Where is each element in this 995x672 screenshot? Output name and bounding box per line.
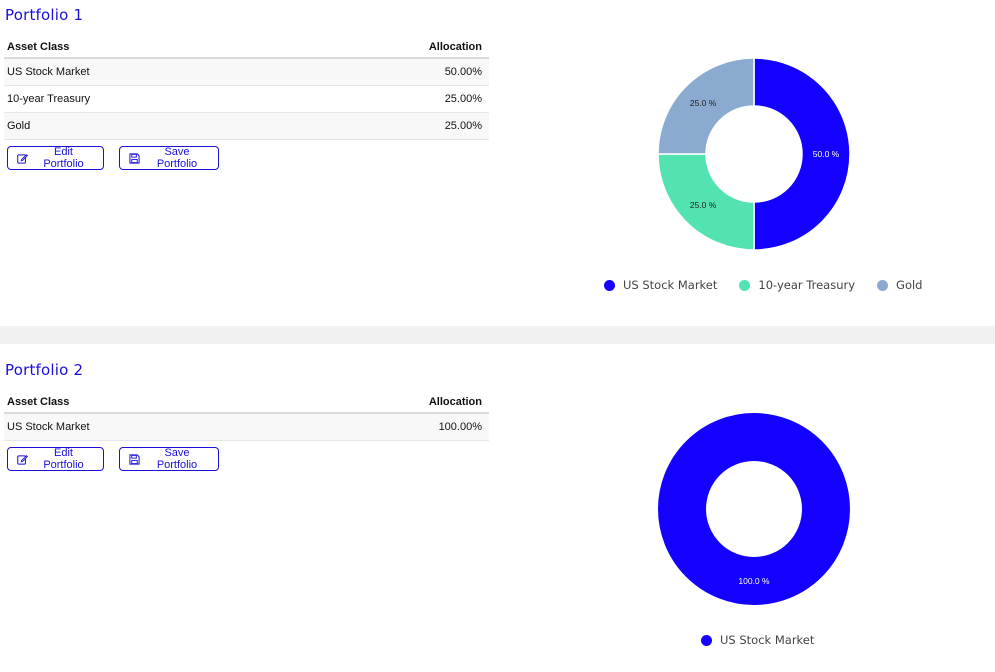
chart-legend: US Stock Market (701, 633, 814, 647)
asset-cell: US Stock Market (4, 413, 288, 441)
table-row: US Stock Market 50.00% (4, 58, 489, 86)
save-portfolio-button[interactable]: Save Portfolio (119, 146, 219, 170)
portfolio-title: Portfolio 1 (5, 6, 84, 24)
slice-us-stock-market[interactable] (658, 413, 850, 605)
portfolio-1-donut-chart: 50.0 % 25.0 % 25.0 % (658, 58, 850, 250)
save-icon (129, 152, 140, 164)
data-label-us-stock-market: 50.0 % (813, 149, 840, 159)
slice-10-year-treasury[interactable] (658, 153, 755, 250)
table-row: US Stock Market 100.00% (4, 413, 489, 441)
portfolio-1-card: Portfolio 1 Asset Class Allocation US St… (0, 0, 995, 326)
table-header-row: Asset Class Allocation (4, 36, 489, 59)
allocation-cell: 50.00% (287, 58, 489, 86)
legend-item-us-stock-market[interactable]: US Stock Market (604, 278, 717, 292)
allocation-table: Asset Class Allocation US Stock Market 5… (4, 36, 489, 140)
portfolio-title: Portfolio 2 (5, 361, 84, 379)
data-label-10-year-treasury: 25.0 % (690, 200, 717, 210)
save-portfolio-label: Save Portfolio (156, 146, 198, 170)
data-label-gold: 25.0 % (690, 98, 717, 108)
data-label-us-stock-market: 100.0 % (738, 576, 770, 586)
column-header-allocation: Allocation (287, 391, 489, 414)
portfolio-2-card: Portfolio 2 Asset Class Allocation US St… (0, 344, 995, 672)
column-header-asset-class: Asset Class (4, 391, 288, 414)
edit-portfolio-button[interactable]: Edit Portfolio (7, 447, 104, 471)
legend-label: US Stock Market (623, 278, 718, 292)
save-portfolio-label: Save Portfolio (156, 447, 198, 471)
allocation-cell: 25.00% (287, 112, 489, 140)
legend-item-us-stock-market[interactable]: US Stock Market (701, 633, 814, 647)
asset-cell: 10-year Treasury (4, 85, 288, 113)
allocation-cell: 100.00% (287, 413, 489, 441)
legend-item-gold[interactable]: Gold (877, 278, 922, 292)
edit-portfolio-label: Edit Portfolio (43, 146, 84, 170)
edit-icon (17, 153, 28, 164)
column-header-allocation: Allocation (287, 36, 489, 59)
save-portfolio-button[interactable]: Save Portfolio (119, 447, 219, 471)
allocation-table: Asset Class Allocation US Stock Market 1… (4, 391, 489, 441)
table-row: Gold 25.00% (4, 112, 489, 140)
legend-label: US Stock Market (720, 633, 815, 647)
legend-marker (739, 279, 751, 291)
legend-marker (701, 634, 712, 646)
edit-icon (17, 454, 28, 465)
slice-us-stock-market[interactable] (753, 58, 850, 250)
edit-portfolio-button[interactable]: Edit Portfolio (7, 146, 104, 170)
legend-marker (604, 279, 615, 291)
edit-portfolio-label: Edit Portfolio (43, 447, 84, 471)
table-row: 10-year Treasury 25.00% (4, 85, 489, 113)
portfolio-2-donut-chart: 100.0 % (658, 413, 850, 605)
asset-cell: US Stock Market (4, 58, 288, 86)
legend-marker (877, 279, 889, 291)
legend-label: Gold (896, 278, 923, 292)
asset-cell: Gold (4, 112, 288, 140)
table-header-row: Asset Class Allocation (4, 391, 489, 414)
save-icon (129, 453, 140, 465)
legend-item-10-year-treasury[interactable]: 10-year Treasury (739, 278, 855, 292)
column-header-asset-class: Asset Class (4, 36, 288, 59)
allocation-cell: 25.00% (287, 85, 489, 113)
section-divider (0, 326, 995, 344)
slice-gold[interactable] (658, 58, 755, 155)
legend-label: 10-year Treasury (758, 278, 856, 292)
chart-legend: US Stock Market 10-year Treasury Gold (604, 278, 922, 292)
